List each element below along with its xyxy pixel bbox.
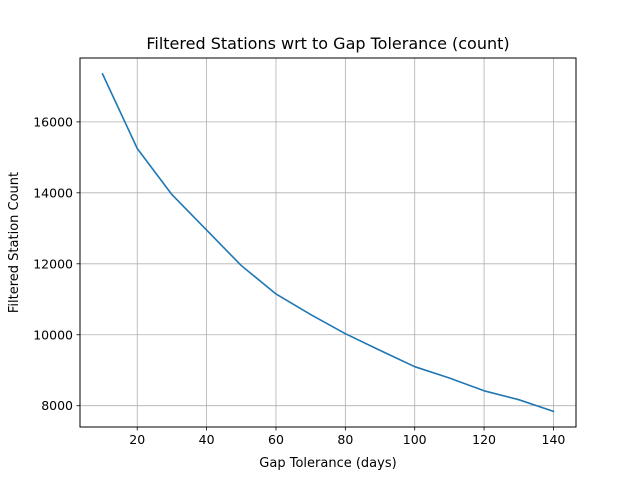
- x-tick-label: 60: [268, 432, 284, 447]
- y-tick-label: 10000: [33, 327, 73, 342]
- series-line: [101, 72, 555, 413]
- x-tick-label: 80: [337, 432, 353, 447]
- x-tick-label: 100: [403, 432, 427, 447]
- x-axis-ticks: 20 40 60 80 100 120 140: [129, 427, 565, 447]
- y-axis-ticks: 8000 10000 12000 14000 16000: [33, 114, 80, 413]
- x-tick-label: 20: [129, 432, 145, 447]
- x-axis-label: Gap Tolerance (days): [259, 456, 396, 471]
- x-tick-label: 40: [199, 432, 215, 447]
- chart-title: Filtered Stations wrt to Gap Tolerance (…: [146, 34, 509, 53]
- y-tick-label: 16000: [33, 114, 73, 129]
- series-layer: [101, 72, 555, 413]
- grid: [80, 58, 576, 427]
- y-tick-label: 8000: [41, 398, 73, 413]
- y-tick-label: 14000: [33, 185, 73, 200]
- x-tick-label: 140: [542, 432, 566, 447]
- y-tick-label: 12000: [33, 256, 73, 271]
- x-tick-label: 120: [472, 432, 496, 447]
- plot-frame: [79, 57, 577, 428]
- y-axis-label: Filtered Station Count: [7, 172, 22, 313]
